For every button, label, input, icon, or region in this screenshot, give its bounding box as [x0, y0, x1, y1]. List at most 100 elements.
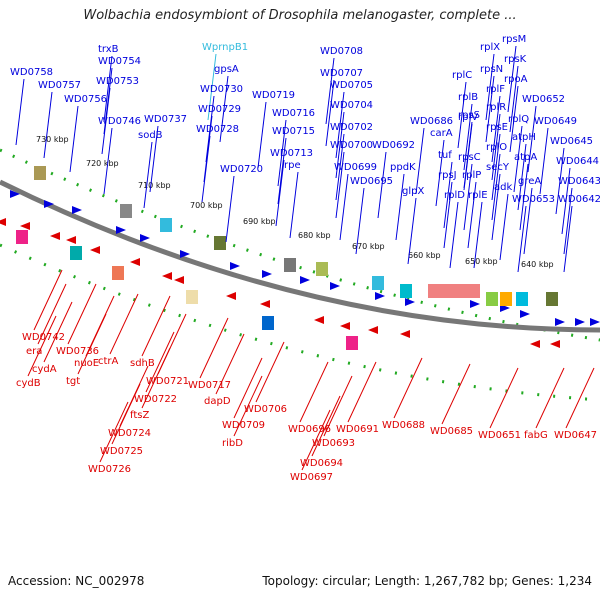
gene-label[interactable]: WD0699 [334, 162, 377, 173]
gene-label[interactable]: rpsN [480, 64, 503, 75]
gene-label[interactable]: WD0642 [558, 194, 600, 205]
gene-label[interactable]: rpsS [458, 110, 480, 121]
gene-label[interactable]: WD0704 [330, 100, 373, 111]
gene-label[interactable]: WD0742 [22, 332, 65, 343]
gene-label[interactable]: WD0645 [550, 136, 593, 147]
forward-gene-arrow[interactable] [520, 310, 530, 318]
gene-label[interactable]: WD0702 [330, 122, 373, 133]
gene-label[interactable]: WD0725 [100, 446, 143, 457]
gene-label[interactable]: WD0705 [330, 80, 373, 91]
gene-label[interactable]: WD0647 [554, 430, 597, 441]
gene-label[interactable]: WD0706 [244, 404, 287, 415]
gene-label[interactable]: rplV [458, 112, 478, 123]
gene-label[interactable]: atpH [512, 132, 536, 143]
gene-label[interactable]: WD0693 [312, 438, 355, 449]
gene-label[interactable]: cydB [16, 378, 41, 389]
cog-block[interactable] [186, 290, 198, 304]
gene-label[interactable]: greA [518, 176, 541, 187]
cog-block[interactable] [262, 316, 274, 330]
gene-label[interactable]: tuf [438, 150, 452, 161]
gene-label[interactable]: rplD [444, 190, 465, 201]
reverse-gene-arrow[interactable] [260, 300, 270, 308]
reverse-gene-arrow[interactable] [400, 330, 410, 338]
gene-label[interactable]: rplC [452, 70, 472, 81]
cog-block[interactable] [372, 276, 384, 290]
forward-gene-arrow[interactable] [140, 234, 150, 242]
gene-label[interactable]: trxB [98, 44, 119, 55]
gene-label[interactable]: WD0728 [196, 124, 239, 135]
gene-label[interactable]: rplE [468, 190, 488, 201]
gene-label[interactable]: fabG [524, 430, 548, 441]
gene-label[interactable]: WD0696 [288, 424, 331, 435]
reverse-gene-arrow[interactable] [66, 236, 76, 244]
reverse-gene-arrow[interactable] [530, 340, 540, 348]
cog-block[interactable] [284, 258, 296, 272]
reverse-gene-arrow[interactable] [368, 326, 378, 334]
gene-label[interactable]: dapD [204, 396, 231, 407]
gene-label[interactable]: WprnpB1 [202, 42, 248, 53]
cog-block[interactable] [500, 292, 512, 306]
forward-gene-arrow[interactable] [230, 262, 240, 270]
gene-label[interactable]: sodB [138, 130, 163, 141]
gene-label[interactable]: WD0694 [300, 458, 343, 469]
gene-label[interactable]: WD0737 [144, 114, 187, 125]
forward-gene-arrow[interactable] [10, 190, 20, 198]
reverse-gene-arrow[interactable] [130, 258, 140, 266]
gene-label[interactable]: WD0721 [146, 376, 189, 387]
reverse-gene-arrow[interactable] [226, 292, 236, 300]
gene-label[interactable]: glpX [402, 186, 424, 197]
gene-label[interactable]: rplF [486, 84, 505, 95]
gene-label[interactable]: ppdK [390, 162, 416, 173]
gene-label[interactable]: tgt [66, 376, 80, 387]
gene-label[interactable]: WD0717 [188, 380, 231, 391]
forward-gene-arrow[interactable] [180, 250, 190, 258]
forward-gene-arrow[interactable] [330, 282, 340, 290]
gene-label[interactable]: WD0643 [558, 176, 600, 187]
cog-block[interactable] [160, 218, 172, 232]
gene-label[interactable]: rpsK [504, 54, 527, 65]
gene-label[interactable]: WD0652 [522, 94, 565, 105]
cog-block[interactable] [346, 336, 358, 350]
gene-label[interactable]: WD0700 [330, 140, 373, 151]
gene-label[interactable]: WD0746 [98, 116, 141, 127]
reverse-gene-arrow[interactable] [0, 218, 6, 226]
gene-label[interactable]: WD0719 [252, 90, 295, 101]
forward-gene-arrow[interactable] [44, 200, 54, 208]
gene-label[interactable]: WD0692 [372, 140, 415, 151]
cog-block[interactable] [546, 292, 558, 306]
gene-label[interactable]: WD0707 [320, 68, 363, 79]
forward-gene-arrow[interactable] [405, 298, 415, 306]
cog-block[interactable] [486, 292, 498, 306]
rrna-cluster-block[interactable] [428, 284, 480, 298]
gene-label[interactable]: secY [486, 162, 510, 173]
gene-label[interactable]: WD0653 [512, 194, 555, 205]
gene-label[interactable]: rplP [462, 170, 481, 181]
reverse-gene-arrow[interactable] [162, 272, 172, 280]
gene-label[interactable]: WD0713 [270, 148, 313, 159]
gene-label[interactable]: WD0730 [200, 84, 243, 95]
reverse-gene-arrow[interactable] [90, 246, 100, 254]
gene-label[interactable]: WD0756 [64, 94, 107, 105]
gene-label[interactable]: WD0754 [98, 56, 141, 67]
gene-label[interactable]: WD0685 [430, 426, 473, 437]
gene-label[interactable]: rplX [480, 42, 500, 53]
gene-label[interactable]: sdhB [130, 358, 155, 369]
gene-label[interactable]: gpsA [214, 64, 239, 75]
reverse-gene-arrow[interactable] [50, 232, 60, 240]
gene-label[interactable]: rplO [486, 142, 507, 153]
cog-block[interactable] [16, 230, 28, 244]
cog-block[interactable] [214, 236, 226, 250]
gene-label[interactable]: cydA [32, 364, 57, 375]
forward-gene-arrow[interactable] [470, 300, 480, 308]
gene-label[interactable]: WD0715 [272, 126, 315, 137]
gene-label[interactable]: WD0695 [350, 176, 393, 187]
gene-label[interactable]: WD0724 [108, 428, 151, 439]
gene-label[interactable]: WD0722 [134, 394, 177, 405]
gene-label[interactable]: rpoA [504, 74, 528, 85]
reverse-gene-arrow[interactable] [20, 222, 30, 230]
gene-label[interactable]: WD0697 [290, 472, 333, 483]
forward-gene-arrow[interactable] [262, 270, 272, 278]
cog-block[interactable] [112, 266, 124, 280]
reverse-gene-arrow[interactable] [340, 322, 350, 330]
